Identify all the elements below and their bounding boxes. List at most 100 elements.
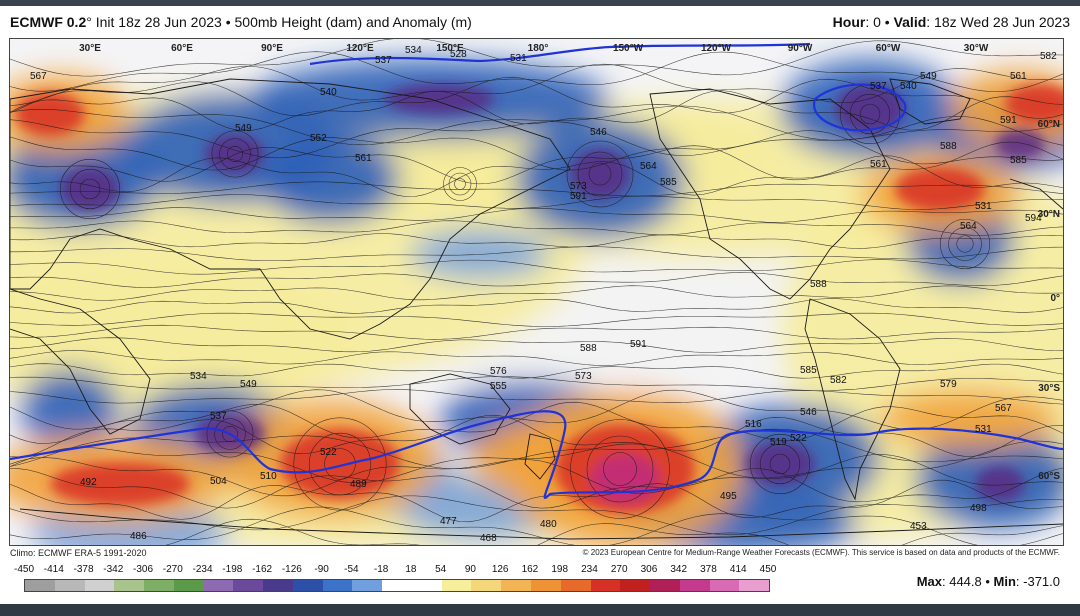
max-label: Max	[916, 574, 942, 589]
contour-label-10: 564	[640, 161, 657, 172]
degree-symbol: °	[86, 14, 92, 30]
contour-label-54: 582	[830, 375, 847, 386]
contour-label-17: 549	[920, 71, 937, 82]
colorbar-swatch-18	[560, 580, 591, 591]
colorbar-swatch-22	[679, 580, 710, 591]
colorbar-tick-17: 162	[521, 564, 539, 575]
contour-label-4: 528	[450, 49, 467, 60]
contour-label-35: 486	[130, 531, 147, 542]
contour-label-9: 546	[590, 127, 607, 138]
colorbar-swatch-9	[292, 580, 323, 591]
contour-label-31: 510	[260, 471, 277, 482]
lat-label-4: 60°S	[1038, 471, 1060, 482]
lon-label-10: 30°W	[964, 43, 989, 54]
colorbar-swatch-1	[54, 580, 85, 591]
contour-label-20: 591	[1000, 115, 1017, 126]
lon-label-4: 150°E	[436, 43, 464, 54]
bottom-window-bar	[0, 604, 1080, 616]
contour-label-3: 534	[405, 45, 422, 56]
colorbar-tick-4: -306	[133, 564, 154, 575]
contour-label-53: 579	[940, 379, 957, 390]
contour-label-33: 504	[210, 476, 227, 487]
colorbar-swatch-8	[263, 580, 293, 591]
contour-label-47: 546	[800, 407, 817, 418]
lat-label-1: 30°N	[1038, 209, 1060, 220]
contour-label-2: 537	[375, 55, 392, 66]
min-label: Min	[993, 574, 1016, 589]
colorbar-swatches	[24, 579, 770, 592]
longitude-labels: 30°E 60°E 90°E 120°E 150°E 180° 150°W 120°W 90°W…	[79, 43, 989, 54]
contour-label-43: 573	[575, 371, 592, 382]
contour-label-21: 582	[1040, 51, 1057, 62]
contour-label-39: 555	[490, 381, 507, 392]
model-name: ECMWF 0.2	[10, 14, 87, 30]
contour-label-41: 588	[580, 343, 597, 354]
colorbar-tick-12: -18	[373, 564, 389, 575]
colorbar-swatch-20	[620, 580, 651, 591]
contour-label-37: 468	[480, 533, 497, 544]
colorbar-swatch-2	[84, 580, 115, 591]
lat-label-3: 30°S	[1038, 383, 1060, 394]
hour-label: Hour	[832, 14, 866, 30]
lon-label-9: 60°W	[876, 43, 901, 54]
contour-label-11: 573	[570, 181, 587, 192]
contour-label-23: 594	[1025, 213, 1042, 224]
contour-label-46: 522	[790, 433, 807, 444]
colorbar-tick-9: -126	[281, 564, 302, 575]
colorbar: -450 -414 -378 -342 -306 -270 -234 -198 -162 -126…	[14, 564, 776, 594]
contour-label-51: 531	[975, 424, 992, 435]
contour-label-12: 591	[570, 191, 587, 202]
contour-label-42: 591	[630, 339, 647, 350]
contour-label-24: 564	[960, 221, 977, 232]
contour-label-5: 531	[510, 53, 527, 64]
contour-label-14: 588	[810, 279, 827, 290]
colorbar-swatch-6	[203, 580, 234, 591]
colorbar-tick-16: 126	[491, 564, 509, 575]
lon-label-5: 180°	[528, 43, 549, 54]
contour-label-34: 492	[80, 477, 97, 488]
colorbar-tick-5: -270	[162, 564, 183, 575]
colorbar-tick-11: -54	[344, 564, 359, 575]
lon-label-0: 30°E	[79, 43, 101, 54]
contour-label-18: 561	[1010, 71, 1027, 82]
lon-label-1: 60°E	[171, 43, 193, 54]
valid-value: : 18z Wed 28 Jun 2023	[926, 14, 1070, 30]
colorbar-swatch-21	[650, 580, 680, 591]
colorbar-swatch-4	[144, 580, 174, 591]
contour-label-55: 585	[800, 365, 817, 376]
lat-label-2: 0°	[1050, 293, 1060, 304]
contour-label-45: 519	[770, 437, 787, 448]
lat-label-0: 60°N	[1038, 119, 1060, 130]
contour-label-36: 477	[440, 516, 457, 527]
max-min-readout: Max: 444.8 • Min: -371.0	[917, 574, 1060, 589]
colorbar-tick-labels: -450 -414 -378 -342 -306 -270 -234 -198 -162 -126…	[14, 564, 776, 578]
colorbar-swatch-19	[590, 580, 621, 591]
lon-label-8: 90°W	[788, 43, 813, 54]
colorbar-swatch-14	[441, 580, 472, 591]
contour-label-25: 561	[870, 159, 887, 170]
colorbar-tick-15: 90	[464, 564, 476, 575]
contour-label-29: 549	[240, 379, 257, 390]
lon-label-6: 150°W	[613, 43, 644, 54]
contour-label-40: 576	[490, 366, 507, 377]
colorbar-swatch-10	[322, 580, 353, 591]
valid-time: Hour: 0 • Valid: 18z Wed 28 Jun 2023	[833, 14, 1070, 30]
colorbar-tick-1: -414	[43, 564, 64, 575]
contour-label-50: 453	[910, 521, 927, 532]
colorbar-swatch-3	[114, 580, 145, 591]
copyright-note: © 2023 European Centre for Medium-Range …	[582, 548, 1060, 557]
colorbar-swatch-11	[352, 580, 383, 591]
contour-label-6: 549	[235, 123, 252, 134]
weather-map[interactable]: 567 540 537 534 528 531 549 552 561 546 564 573 591 5…	[9, 38, 1064, 546]
colorbar-tick-13: 18	[405, 564, 417, 575]
contour-label-32: 489	[350, 479, 367, 490]
colorbar-swatch-0	[25, 580, 55, 591]
colorbar-tick-7: -198	[222, 564, 243, 575]
contour-label-28: 537	[210, 411, 227, 422]
colorbar-tick-22: 342	[670, 564, 688, 575]
contour-label-8: 561	[355, 153, 372, 164]
lon-label-7: 120°W	[701, 43, 732, 54]
max-value: : 444.8 •	[941, 574, 994, 589]
colorbar-tick-14: 54	[435, 564, 447, 575]
